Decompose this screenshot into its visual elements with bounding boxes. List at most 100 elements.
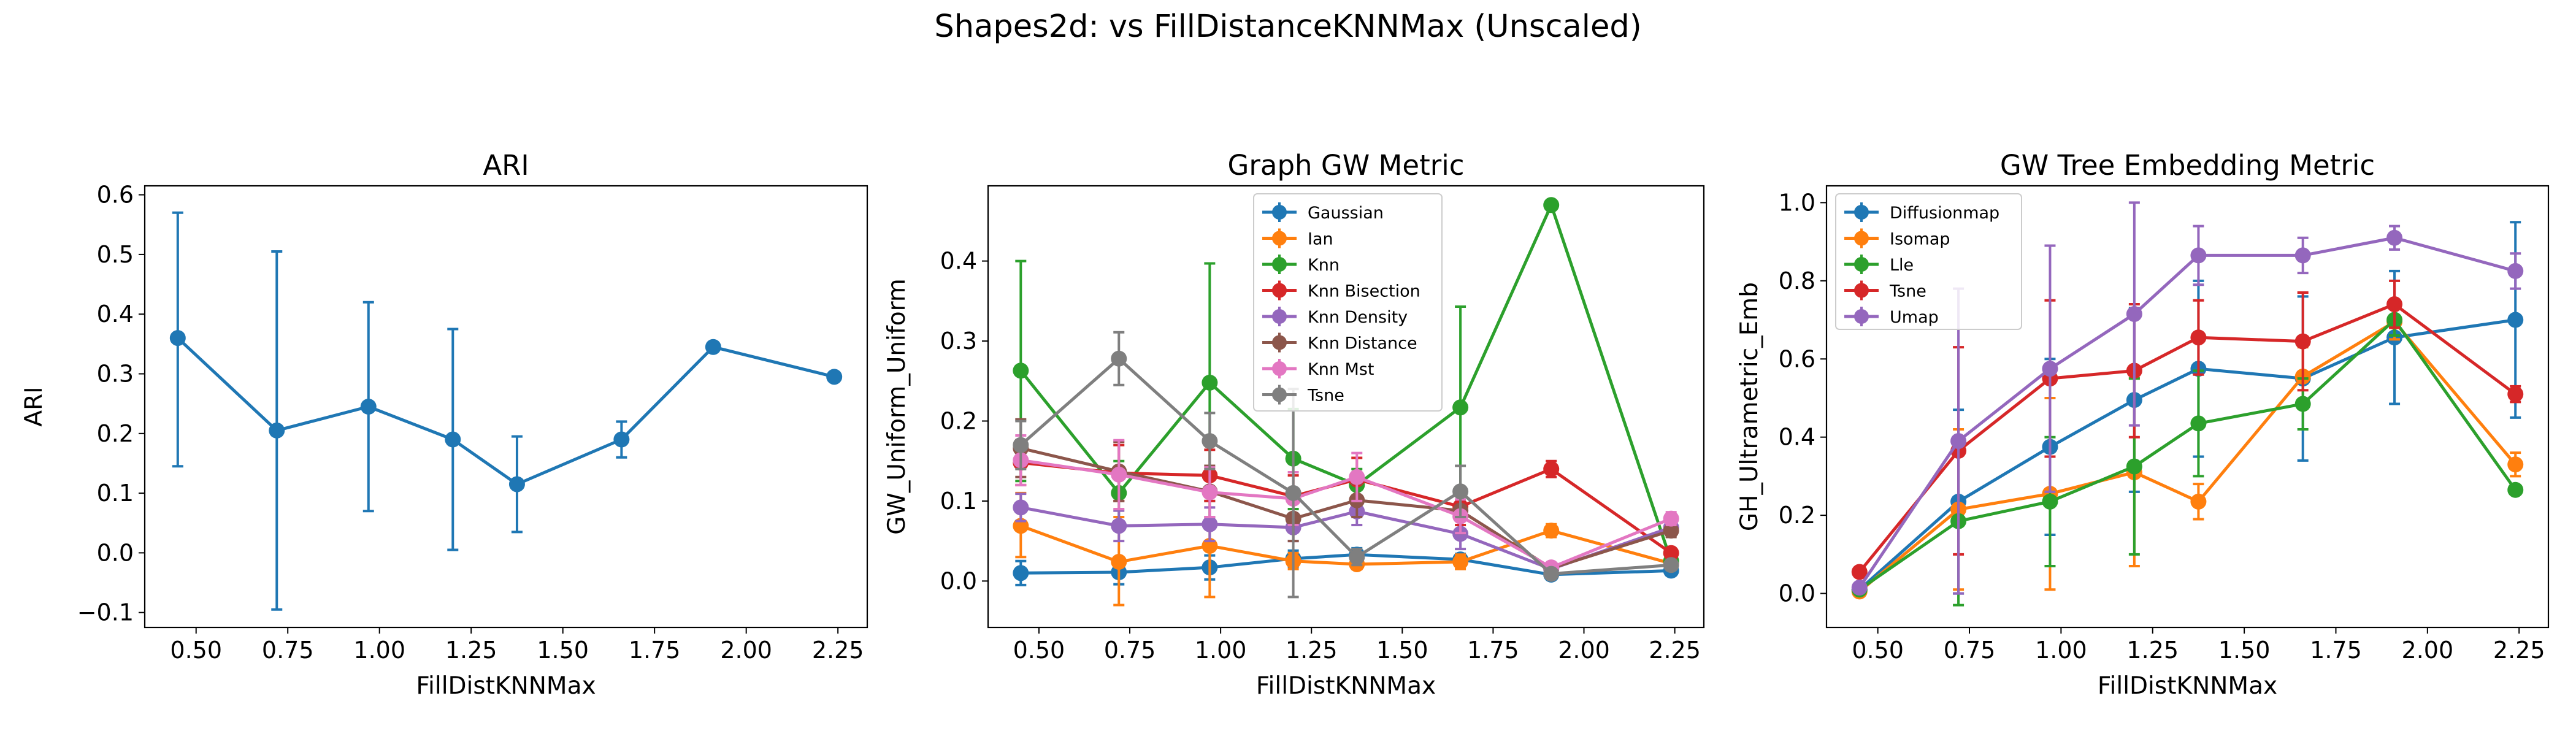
data-point bbox=[269, 422, 285, 439]
x-tick-label: 1.50 bbox=[537, 637, 589, 664]
x-tick-label: 0.50 bbox=[170, 637, 222, 664]
data-point bbox=[1663, 523, 1679, 539]
y-tick-label: 0.1 bbox=[940, 488, 977, 515]
data-point bbox=[1013, 499, 1029, 516]
data-point bbox=[1111, 466, 1127, 483]
data-point bbox=[826, 369, 843, 385]
data-point bbox=[2507, 312, 2524, 328]
series-line bbox=[1858, 318, 2516, 591]
x-tick-label: 1.50 bbox=[2218, 637, 2271, 664]
legend-entry: Ian bbox=[1262, 228, 1333, 249]
legend-marker bbox=[1854, 231, 1869, 246]
y-tick-label: 0.3 bbox=[97, 360, 134, 387]
legend-entry: Knn Bisection bbox=[1262, 280, 1420, 301]
legend-label: Umap bbox=[1890, 308, 1939, 327]
data-point bbox=[1452, 554, 1469, 570]
legend-entry: Tsne bbox=[1262, 385, 1344, 405]
data-point bbox=[1950, 433, 1967, 450]
x-tick-label: 1.25 bbox=[2126, 637, 2179, 664]
legend-marker bbox=[1272, 387, 1287, 402]
series-line bbox=[1021, 553, 1671, 577]
y-tick-label: 0.0 bbox=[940, 567, 977, 594]
legend-label: Knn Distance bbox=[1308, 334, 1417, 353]
y-tick-label: 0.4 bbox=[1779, 424, 1815, 451]
legend-marker bbox=[1272, 231, 1287, 246]
data-point bbox=[2190, 247, 2207, 264]
data-point bbox=[1111, 518, 1127, 534]
legend-marker bbox=[1272, 257, 1287, 272]
data-point bbox=[2507, 386, 2524, 402]
y-tick-label: 0.4 bbox=[97, 301, 134, 328]
data-point bbox=[705, 339, 721, 355]
series-line bbox=[1858, 236, 2516, 589]
data-point bbox=[2507, 263, 2524, 279]
legend-entry: Lle bbox=[1844, 255, 1914, 275]
legend-box bbox=[1835, 193, 2022, 330]
x-tick-label: 1.00 bbox=[1195, 637, 1247, 664]
data-point bbox=[2126, 305, 2142, 322]
data-point bbox=[1285, 485, 1301, 501]
data-point bbox=[2294, 333, 2311, 350]
data-point bbox=[2294, 247, 2311, 264]
data-point bbox=[2507, 456, 2524, 473]
y-tick-label: 0.3 bbox=[940, 328, 977, 355]
x-tick-label: 0.50 bbox=[1852, 637, 1904, 664]
data-point bbox=[2386, 296, 2403, 313]
x-tick-label: 1.75 bbox=[629, 637, 681, 664]
data-point bbox=[1013, 565, 1029, 581]
x-axis-label: FillDistKNNMax bbox=[416, 672, 596, 700]
data-point bbox=[2126, 458, 2142, 475]
x-tick-label: 2.25 bbox=[2493, 637, 2545, 664]
series-line bbox=[1858, 320, 2517, 593]
legend-marker bbox=[1272, 335, 1287, 350]
legend-marker bbox=[1272, 361, 1287, 376]
data-point bbox=[1349, 469, 1365, 485]
y-tick-label: 0.2 bbox=[940, 407, 977, 434]
x-tick-label: 1.75 bbox=[1467, 637, 1519, 664]
data-point bbox=[1663, 557, 1679, 573]
plot-frame bbox=[1825, 185, 2550, 629]
data-point bbox=[1452, 483, 1469, 500]
x-axis-label: FillDistKNNMax bbox=[1256, 672, 1436, 700]
y-tick-label: 0.5 bbox=[97, 241, 134, 268]
legend: Diffusionmap Isomap Lle Tsne Umap bbox=[1835, 193, 2022, 330]
y-axis-label: GW_Uniform_Uniform bbox=[883, 278, 911, 535]
x-tick-label: 1.00 bbox=[2035, 637, 2087, 664]
data-point bbox=[2386, 229, 2403, 246]
series-line bbox=[1020, 505, 1672, 571]
x-tick-label: 2.25 bbox=[1649, 637, 1701, 664]
plot-frame bbox=[144, 185, 868, 629]
x-tick-label: 0.75 bbox=[1104, 637, 1156, 664]
x-tick-label: 2.00 bbox=[720, 637, 772, 664]
data-point bbox=[1543, 461, 1560, 477]
data-point bbox=[1851, 564, 1868, 580]
data-point bbox=[169, 330, 186, 347]
y-tick-label: 0.8 bbox=[1779, 267, 1815, 294]
y-tick-label: 0.2 bbox=[97, 420, 134, 447]
x-tick-label: 0.75 bbox=[1944, 637, 1996, 664]
legend-label: Knn Bisection bbox=[1308, 282, 1420, 301]
data-point bbox=[1543, 197, 1560, 213]
x-tick-label: 1.00 bbox=[353, 637, 405, 664]
data-point bbox=[1452, 399, 1469, 416]
data-point bbox=[1202, 433, 1218, 450]
data-point bbox=[2042, 361, 2058, 377]
x-tick-label: 0.50 bbox=[1013, 637, 1065, 664]
data-point bbox=[445, 431, 461, 448]
legend-entry: Knn Distance bbox=[1262, 332, 1417, 353]
x-tick-label: 2.00 bbox=[2402, 637, 2454, 664]
legend-entry: Diffusionmap bbox=[1844, 202, 1999, 223]
data-point bbox=[2190, 329, 2207, 346]
panel-title: Graph GW Metric bbox=[1228, 149, 1465, 182]
legend-label: Ian bbox=[1308, 230, 1333, 249]
x-tick-label: 1.50 bbox=[1376, 637, 1428, 664]
x-axis-label: FillDistKNNMax bbox=[2098, 672, 2277, 700]
y-tick-label: 0.6 bbox=[97, 182, 134, 209]
y-tick-label: 0.0 bbox=[97, 539, 134, 566]
legend-marker bbox=[1272, 309, 1287, 324]
series-line bbox=[1019, 357, 1671, 576]
legend-label: Isomap bbox=[1890, 230, 1950, 249]
data-point bbox=[1202, 516, 1218, 532]
data-point bbox=[1663, 510, 1679, 527]
panel-title: ARI bbox=[483, 149, 529, 182]
